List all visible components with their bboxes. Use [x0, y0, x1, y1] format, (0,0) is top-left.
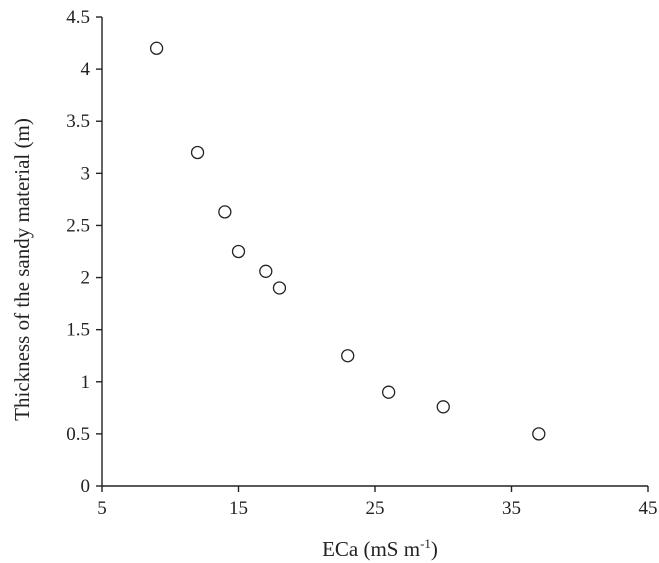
y-tick-label: 0.5	[66, 424, 90, 445]
x-axis-title-superscript: -1	[420, 536, 431, 551]
data-points	[149, 41, 546, 441]
y-axis-ticks: 0 0.5 1 1.5 2 2.5 3 3.5 4 4.5	[66, 7, 102, 497]
data-point	[218, 205, 232, 219]
x-tick-label: 25	[366, 498, 385, 519]
data-point	[341, 349, 355, 363]
y-tick-label: 0	[81, 476, 91, 497]
data-point	[436, 400, 450, 414]
data-point	[149, 41, 164, 55]
y-axis-title: Thickness of the sandy material (m)	[10, 118, 34, 421]
y-tick-label: 4	[81, 59, 91, 80]
x-tick-label: 15	[229, 498, 248, 519]
data-point	[272, 281, 287, 295]
x-axis-ticks: 5 15 25 35 45	[97, 486, 658, 519]
axes	[101, 17, 648, 487]
x-tick-label: 5	[97, 498, 107, 519]
data-point	[532, 427, 546, 441]
x-axis-title-main: ECa (mS m	[322, 537, 420, 561]
y-tick-label: 3	[81, 163, 91, 184]
y-tick-label: 1	[81, 372, 91, 393]
data-point	[190, 145, 205, 160]
y-tick-label: 3.5	[66, 111, 90, 132]
y-tick-label: 2.5	[66, 215, 90, 236]
data-point	[231, 244, 246, 259]
x-axis-title: ECa (mS m-1)	[322, 536, 438, 561]
x-tick-label: 45	[639, 498, 658, 519]
y-tick-label: 2	[81, 268, 91, 289]
y-tick-label: 1.5	[66, 320, 90, 341]
y-tick-label: 4.5	[66, 7, 90, 28]
data-point	[381, 385, 396, 399]
x-tick-label: 35	[502, 498, 521, 519]
data-point	[259, 264, 273, 278]
x-axis-title-suffix: )	[431, 537, 438, 561]
